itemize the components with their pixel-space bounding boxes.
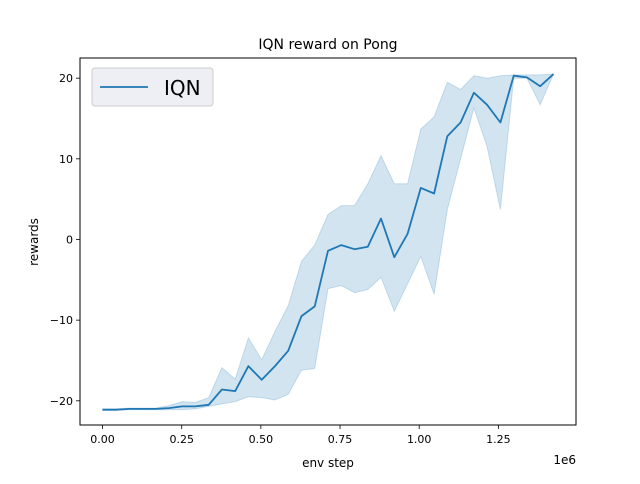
- legend-box: [91, 67, 214, 107]
- y-tick-label: −20: [50, 395, 73, 408]
- confidence-band: [102, 73, 555, 411]
- chart-title: IQN reward on Pong: [258, 37, 397, 53]
- x-axis-ticks: 0.00 0.25 0.50 0.75 1.00 1.25: [90, 425, 511, 446]
- x-tick-label: 0.50: [249, 433, 274, 446]
- legend: IQN: [91, 67, 214, 107]
- y-axis-label: rewards: [27, 218, 41, 266]
- x-tick-label: 0.25: [169, 433, 194, 446]
- axes-frame: [79, 57, 577, 426]
- series-line-iqn: [102, 73, 555, 411]
- x-axis-label: env step: [302, 456, 354, 470]
- y-tick-label: 0: [66, 233, 73, 246]
- y-tick-label: 20: [59, 72, 73, 85]
- y-tick-label: −10: [50, 314, 73, 327]
- legend-label-iqn: IQN: [164, 76, 201, 100]
- x-axis-offset-label: 1e6: [553, 453, 576, 467]
- x-tick-label: 0.00: [90, 433, 115, 446]
- x-tick-label: 1.25: [486, 433, 511, 446]
- x-tick-label: 1.00: [407, 433, 432, 446]
- plot-area: [102, 73, 555, 411]
- y-tick-label: 10: [59, 153, 73, 166]
- y-axis-ticks: −20 −10 0 10 20: [50, 72, 80, 408]
- x-tick-label: 0.75: [328, 433, 353, 446]
